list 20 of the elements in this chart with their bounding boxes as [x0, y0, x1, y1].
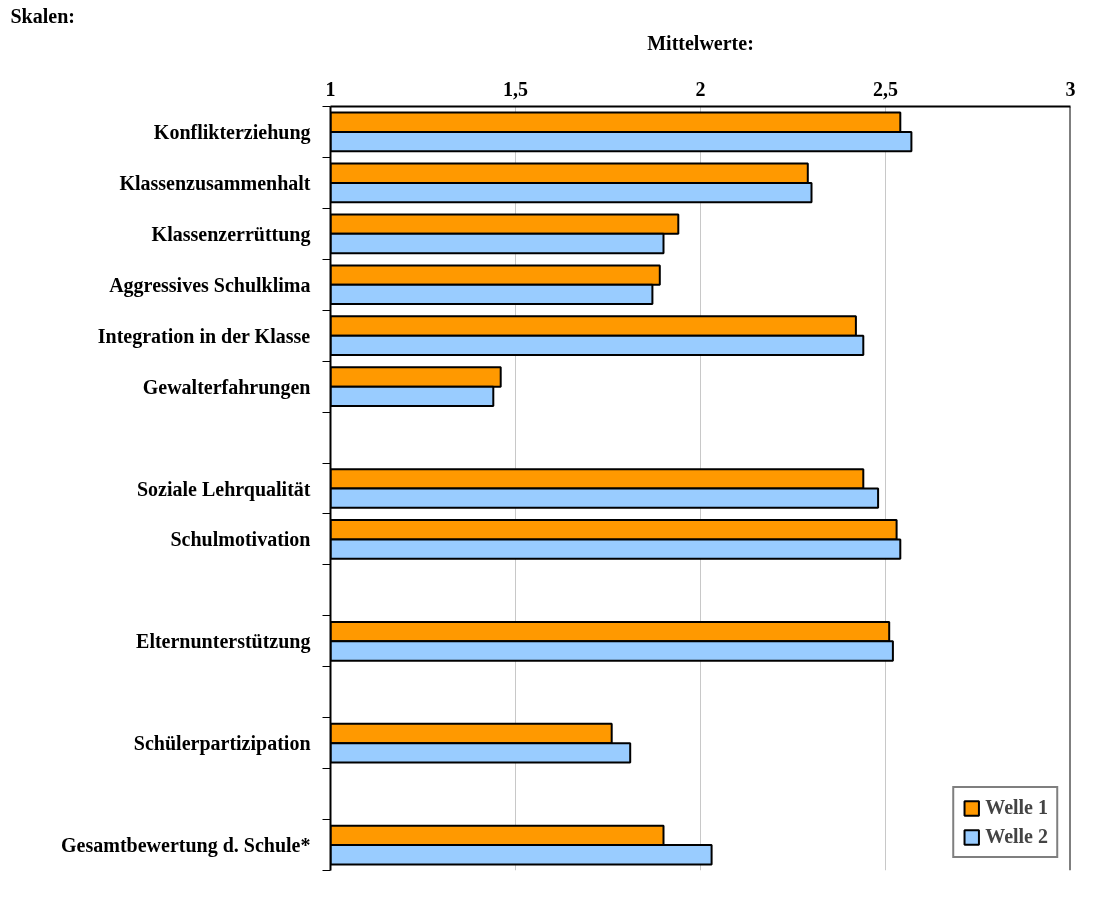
- y-tick-label: Gesamtbewertung d. Schule*: [61, 834, 311, 858]
- y-tick-label: Gewalterfahrungen: [142, 375, 311, 399]
- y-tick-label: Aggressives Schulklima: [109, 273, 311, 297]
- y-tick-label: Elternunterstützung: [136, 630, 311, 654]
- x-tick-label: 2: [695, 77, 706, 100]
- y-axis-title: Skalen:: [10, 4, 75, 27]
- legend-label: Welle 2: [985, 825, 1048, 848]
- y-tick-label: Klassenzerrüttung: [151, 222, 311, 246]
- y-tick-label: Soziale Lehrqualität: [136, 477, 311, 501]
- x-tick-label: 1,5: [503, 77, 528, 100]
- y-tick-label: Konflikterziehung: [153, 120, 311, 144]
- legend-label: Welle 1: [985, 796, 1048, 819]
- x-tick-label: 1: [325, 77, 336, 100]
- x-tick-label: 3: [1065, 77, 1076, 100]
- y-tick-label: Schülerpartizipation: [133, 732, 311, 756]
- y-tick-label: Klassenzusammenhalt: [119, 171, 311, 194]
- y-tick-label: Integration in der Klasse: [97, 324, 311, 348]
- y-tick-label: Schulmotivation: [170, 528, 311, 551]
- x-tick-label: 2,5: [873, 77, 898, 100]
- x-axis-title: Mittelwerte:: [647, 31, 754, 54]
